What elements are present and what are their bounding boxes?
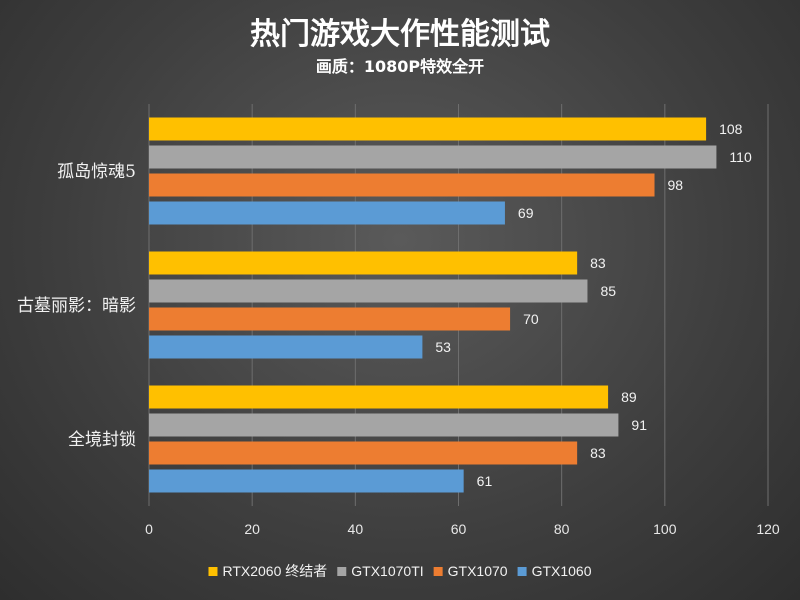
bar-value-label: 83	[590, 445, 606, 461]
bar-value-label: 70	[523, 311, 539, 327]
category-label: 古墓丽影：暗影	[17, 296, 136, 316]
bar	[149, 307, 511, 331]
bar-value-label: 89	[621, 389, 637, 405]
chart-title: 热门游戏大作性能测试	[250, 17, 550, 52]
x-axis-ticks: 0 20 40 60 80 100 120	[145, 521, 780, 537]
legend-label: GTX1070TI	[351, 563, 423, 579]
x-tick-label: 60	[451, 521, 467, 537]
bar	[149, 413, 619, 437]
bar	[149, 441, 578, 465]
legend-swatch	[433, 567, 443, 576]
bar-value-label: 98	[668, 177, 684, 193]
legend-item: GTX1070	[433, 563, 508, 579]
legend-swatch	[208, 567, 218, 576]
legend-swatch	[337, 567, 347, 576]
bar	[149, 201, 505, 225]
x-tick-label: 120	[756, 521, 780, 537]
bar	[149, 279, 588, 303]
bar	[149, 469, 464, 493]
bar	[149, 251, 578, 275]
legend-item: GTX1060	[517, 563, 592, 579]
bar	[149, 145, 717, 169]
x-tick-label: 80	[554, 521, 570, 537]
category-label: 孤岛惊魂5	[57, 162, 136, 182]
legend-item: GTX1070TI	[337, 563, 424, 579]
legend-label: GTX1060	[532, 563, 592, 579]
legend-swatch	[517, 567, 527, 576]
bar-value-label: 108	[719, 121, 743, 137]
x-tick-label: 40	[348, 521, 364, 537]
bar-value-label: 61	[477, 473, 493, 489]
bar-value-label: 83	[590, 255, 606, 271]
bar	[149, 117, 707, 141]
bar-value-label: 85	[600, 283, 616, 299]
bar-value-label: 53	[435, 339, 451, 355]
bar	[149, 173, 655, 197]
category-label: 全境封锁	[68, 430, 136, 450]
bar-value-label: 91	[631, 417, 647, 433]
bar	[149, 335, 423, 359]
x-tick-label: 100	[653, 521, 677, 537]
legend-label: RTX2060 终结者	[222, 563, 327, 579]
bar-value-label: 110	[729, 149, 752, 165]
bar-value-label: 69	[518, 205, 534, 221]
bars-group: 108 110 98 69 83 85 70 53 89 91 83 61	[149, 117, 752, 493]
chart-subtitle: 画质：1080P特效全开	[316, 57, 484, 76]
legend-item: RTX2060 终结者	[208, 563, 327, 579]
legend: RTX2060 终结者 GTX1070TI GTX1070 GTX1060	[208, 563, 592, 579]
bar	[149, 385, 609, 409]
x-tick-label: 0	[145, 521, 153, 537]
legend-label: GTX1070	[448, 563, 508, 579]
x-tick-label: 20	[244, 521, 260, 537]
gridlines	[148, 104, 769, 506]
